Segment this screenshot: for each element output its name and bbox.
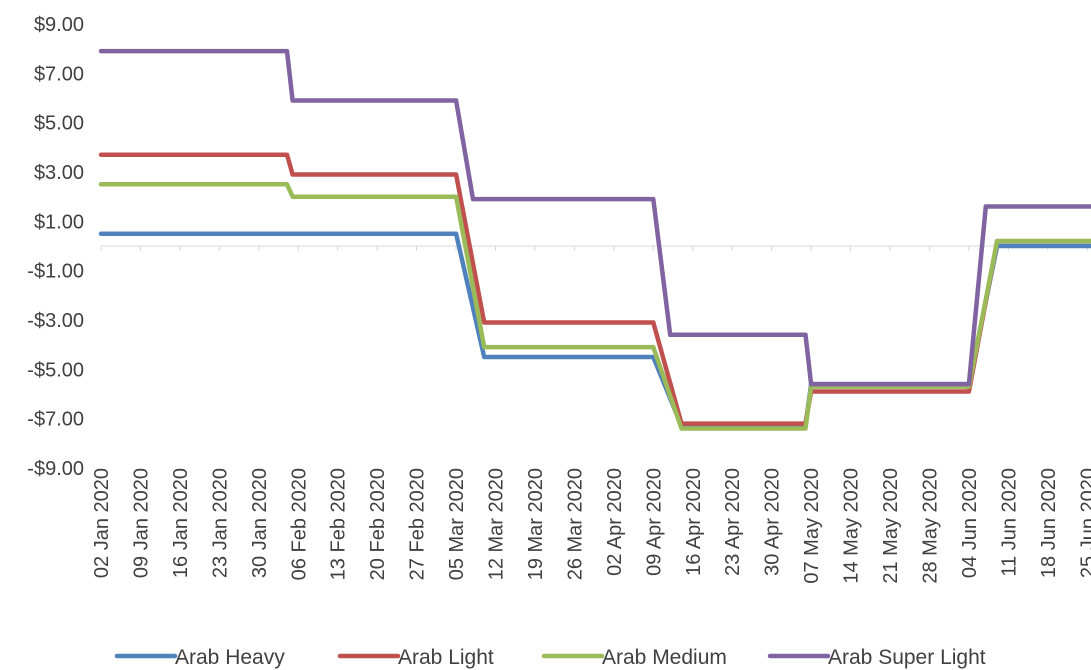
y-tick-label: $1.00 <box>34 211 84 233</box>
x-tick-label: 30 Jan 2020 <box>249 468 271 578</box>
x-tick-label: 07 May 2020 <box>801 468 823 584</box>
legend-label-arab-heavy: Arab Heavy <box>175 646 285 669</box>
series-line-arab-medium <box>98 182 1091 431</box>
x-tick-label: 12 Mar 2020 <box>486 468 508 580</box>
x-tick-label: 09 Apr 2020 <box>643 468 665 576</box>
x-tick-label: 13 Feb 2020 <box>328 468 350 580</box>
y-tick-label: $5.00 <box>34 113 84 135</box>
x-tick-label: 20 Feb 2020 <box>367 468 389 580</box>
x-tick-label: 23 Jan 2020 <box>209 468 231 578</box>
x-tick-label: 06 Feb 2020 <box>288 468 310 580</box>
series-layer <box>98 48 1091 431</box>
x-tick-label: 14 May 2020 <box>841 468 863 584</box>
x-tick-label: 16 Apr 2020 <box>683 468 705 576</box>
x-axis: 02 Jan 2020 09 Jan 2020 16 Jan 2020 23 Jan … <box>91 245 1091 584</box>
y-tick-label: -$1.00 <box>27 261 84 283</box>
y-tick-label: -$5.00 <box>27 359 84 381</box>
y-tick-label: $7.00 <box>34 63 84 85</box>
x-tick-label: 19 Mar 2020 <box>525 468 547 580</box>
x-tick-label: 02 Apr 2020 <box>604 468 626 576</box>
y-tick-label: $3.00 <box>34 162 84 184</box>
x-tick-label: 09 Jan 2020 <box>130 468 152 578</box>
x-tick-label: 21 May 2020 <box>880 468 902 584</box>
x-tick-label: 30 Apr 2020 <box>762 468 784 576</box>
x-tick-label: 05 Mar 2020 <box>446 468 468 580</box>
x-tick-label: 25 Jun 2020 <box>1077 468 1091 578</box>
x-tick-label: 02 Jan 2020 <box>91 468 113 578</box>
x-tick-label: 04 Jun 2020 <box>959 468 981 578</box>
y-axis: $9.00 $7.00 $5.00 $3.00 $1.00 -$1.00 -$3.00 -$5… <box>27 14 84 480</box>
series-line-arab-heavy <box>98 231 1091 429</box>
legend-label-arab-super-light: Arab Super Light <box>828 646 986 669</box>
x-tick-label: 11 Jun 2020 <box>998 468 1020 577</box>
series-line-arab-super-light <box>98 48 1091 387</box>
x-tick-label: 26 Mar 2020 <box>564 468 586 580</box>
y-tick-label: -$3.00 <box>27 310 84 332</box>
legend-label-arab-medium: Arab Medium <box>602 646 727 669</box>
x-tick-label: 16 Jan 2020 <box>170 468 192 578</box>
x-tick-label: 23 Apr 2020 <box>722 468 744 576</box>
y-tick-label: -$9.00 <box>27 458 84 480</box>
x-tick-label: 28 May 2020 <box>919 468 941 584</box>
legend-label-arab-light: Arab Light <box>398 646 494 669</box>
y-tick-label: $9.00 <box>34 14 84 36</box>
y-tick-label: -$7.00 <box>27 409 84 431</box>
x-tick-label: 27 Feb 2020 <box>407 468 429 580</box>
legend: Arab Heavy Arab Light Arab Medium Arab Supe… <box>114 646 986 669</box>
x-tick-label: 18 Jun 2020 <box>1038 468 1060 578</box>
